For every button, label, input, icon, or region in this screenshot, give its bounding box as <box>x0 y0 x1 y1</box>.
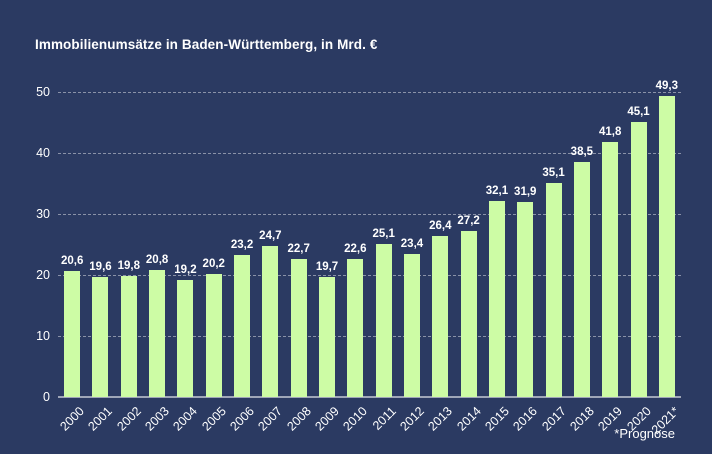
y-tick-label-0: 0 <box>43 390 50 404</box>
bar-2017 <box>545 182 562 397</box>
bar-value-2021*: 49,3 <box>655 80 679 93</box>
bar-value-2007: 24,7 <box>259 230 282 243</box>
gridline-20 <box>58 275 681 276</box>
footnote-prognose: *Prognose <box>614 426 675 441</box>
x-tick-label-2004: 2004 <box>170 404 201 434</box>
bar-2002 <box>120 276 137 397</box>
chart-title: Immobilienumsätze in Baden-Württemberg, … <box>35 37 378 52</box>
bar-value-2001: 19,6 <box>89 261 112 274</box>
x-axis-baseline <box>58 396 681 398</box>
bar-2018 <box>573 162 590 397</box>
gridline-10 <box>58 336 681 337</box>
bar-2001 <box>92 277 109 397</box>
x-tick-label-2014: 2014 <box>453 404 484 434</box>
bar-2020 <box>630 121 647 397</box>
x-tick-label-2001: 2001 <box>85 404 116 434</box>
bar-2021* <box>658 96 675 397</box>
y-tick-label-30: 30 <box>36 207 50 221</box>
bar-value-2003: 20,8 <box>145 254 169 267</box>
bar-value-2011: 25,1 <box>372 227 395 240</box>
bar-2016 <box>517 202 534 397</box>
bar-2011 <box>375 243 392 397</box>
bar-value-2020: 45,1 <box>627 105 650 118</box>
x-tick-label-2000: 2000 <box>57 404 88 434</box>
bar-value-2008: 22,7 <box>287 242 310 255</box>
bar-value-2005: 20,2 <box>202 257 225 270</box>
bar-value-2000: 20,6 <box>60 255 84 268</box>
x-tick-label-2007: 2007 <box>255 404 286 434</box>
bar-2015 <box>488 201 505 397</box>
bar-value-2016: 31,9 <box>514 186 537 199</box>
x-tick-label-2012: 2012 <box>397 404 427 434</box>
x-tick-label-2009: 2009 <box>312 404 342 434</box>
bar-2012 <box>403 254 420 397</box>
bar-value-2019: 41,8 <box>599 126 622 139</box>
bar-value-2017: 35,1 <box>542 166 565 179</box>
bar-2014 <box>460 231 477 397</box>
x-tick-label-2016: 2016 <box>510 404 541 434</box>
y-tick-label-40: 40 <box>36 146 50 160</box>
bar-2006 <box>234 255 251 397</box>
x-tick-label-2010: 2010 <box>340 404 371 434</box>
bar-value-2006: 23,2 <box>230 239 254 252</box>
bar-2019 <box>602 142 619 397</box>
x-tick-label-2011: 2011 <box>369 404 399 433</box>
bar-2005 <box>205 273 222 397</box>
bar-value-2018: 38,5 <box>570 146 594 159</box>
gridline-40 <box>58 153 681 154</box>
bar-value-2014: 27,2 <box>457 215 480 228</box>
bar-value-2009: 19,7 <box>315 260 339 273</box>
bar-2003 <box>149 270 166 397</box>
bar-value-2015: 32,1 <box>485 185 509 198</box>
x-tick-label-2017: 2017 <box>538 404 569 434</box>
bar-value-2012: 23,4 <box>400 238 424 251</box>
bar-2013 <box>432 235 449 397</box>
bar-2010 <box>347 259 364 397</box>
x-tick-label-2008: 2008 <box>284 404 314 434</box>
bar-2007 <box>262 246 279 397</box>
bar-value-2010: 22,6 <box>344 243 367 256</box>
y-tick-label-10: 10 <box>36 329 50 343</box>
plot-area: 20,6 19,6 19,8 20,8 19,2 20,2 23,2 24,7 22,7 19,7… <box>58 80 681 398</box>
x-tick-label-2006: 2006 <box>227 404 257 434</box>
x-tick-label-2002: 2002 <box>114 404 144 434</box>
x-tick-label-2013: 2013 <box>425 404 456 434</box>
gridline-50 <box>58 92 681 93</box>
bar-value-2013: 26,4 <box>429 219 452 232</box>
bar-2004 <box>177 279 194 397</box>
x-tick-label-2003: 2003 <box>142 404 173 434</box>
bar-2008 <box>290 258 307 397</box>
bar-2009 <box>319 276 336 397</box>
bar-value-2002: 19,8 <box>117 260 140 273</box>
bar-2000 <box>64 271 81 397</box>
x-tick-label-2015: 2015 <box>482 404 512 434</box>
x-tick-label-2005: 2005 <box>199 404 229 434</box>
y-tick-label-50: 50 <box>36 85 50 99</box>
gridline-30 <box>58 214 681 215</box>
y-tick-label-20: 20 <box>36 268 50 282</box>
x-tick-label-2018: 2018 <box>567 404 597 434</box>
bar-value-2004: 19,2 <box>174 263 197 276</box>
